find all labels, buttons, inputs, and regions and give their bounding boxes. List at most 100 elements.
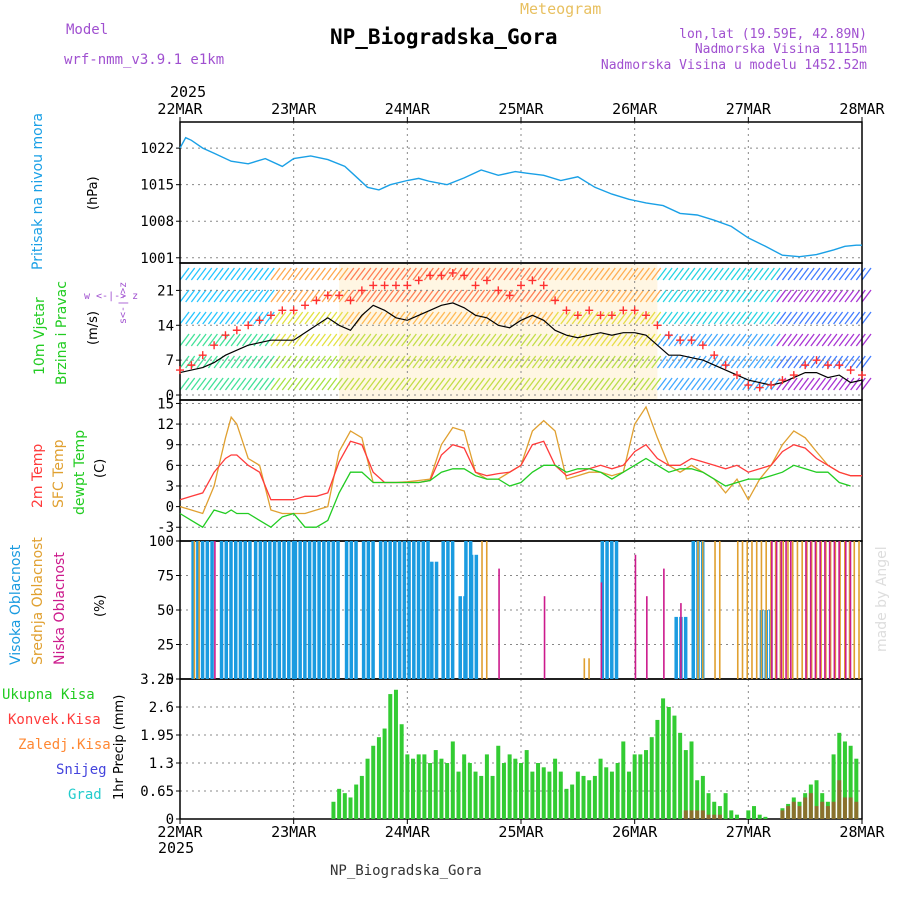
- wind-barb: [844, 333, 855, 347]
- wind-barb: [514, 333, 525, 347]
- cloud-bar-high: [412, 541, 416, 679]
- cloud-bar-high: [224, 541, 229, 679]
- wind-barb: [708, 377, 719, 391]
- cloud-bar-high: [434, 561, 439, 679]
- wind-barb: [617, 311, 628, 325]
- wind-barb: [793, 355, 804, 369]
- wind-barb: [486, 289, 497, 303]
- precip-total-bar: [496, 745, 501, 819]
- wind-barb: [406, 333, 417, 347]
- wind-barb: [418, 311, 429, 325]
- wind-barb: [793, 377, 804, 391]
- precip-total-bar: [621, 741, 626, 819]
- wind-barb: [816, 355, 827, 369]
- precip-total-bar: [462, 754, 467, 819]
- wind-barb: [264, 311, 275, 325]
- temperature-ytick-label: 9: [166, 438, 174, 454]
- wind-barb: [713, 289, 724, 303]
- precip-total-bar: [615, 763, 620, 819]
- cloud-bar-low: [809, 541, 812, 679]
- wind-barb: [781, 289, 792, 303]
- wind-barb: [486, 377, 497, 391]
- wind-barb: [452, 289, 463, 303]
- cloud-bar-high: [344, 541, 349, 679]
- precip-ytick-label: 1.95: [140, 728, 174, 744]
- precip-total-bar: [450, 741, 455, 819]
- wind-barb: [582, 289, 594, 303]
- wind-barb: [628, 289, 639, 303]
- wind-barb: [759, 355, 770, 369]
- cloud-bar-low: [634, 554, 637, 679]
- wind-barb: [367, 377, 378, 391]
- wind-barb: [725, 267, 736, 281]
- wind-barb: [469, 267, 480, 281]
- wind-barb: [321, 355, 332, 369]
- wind-barb: [844, 355, 855, 369]
- cloud-bar-low: [838, 541, 840, 679]
- wind-gust-marker: [528, 276, 537, 285]
- wind-barb: [475, 333, 486, 347]
- wind-barb: [628, 311, 639, 325]
- precip-total-bar: [365, 758, 370, 819]
- wind-barb: [850, 267, 861, 281]
- wind-barb: [361, 289, 372, 303]
- wind-barb: [798, 311, 810, 325]
- wind-barb: [327, 267, 338, 281]
- wind-barb: [440, 355, 451, 369]
- wind-barb: [259, 311, 270, 325]
- wind-barb: [304, 311, 315, 325]
- model-altitude-label: Nadmorska Visina u modelu 1452.52m: [601, 58, 867, 73]
- precip-total-bar: [604, 767, 609, 819]
- wind-barb: [588, 333, 599, 347]
- wind-barb: [463, 289, 474, 303]
- wind-barb: [798, 267, 810, 281]
- wind-barb: [600, 355, 611, 369]
- wind-barb: [185, 355, 196, 369]
- wind-barb: [332, 355, 343, 369]
- precip-convective-bar: [814, 806, 819, 819]
- wind-barb: [639, 267, 650, 281]
- wind-barb: [247, 333, 258, 347]
- wind-barb: [617, 377, 628, 391]
- cloud-bar-mid: [796, 541, 799, 679]
- wind-barb: [241, 311, 253, 325]
- pressure-ytick-label: 1008: [140, 214, 174, 230]
- cloud-bar-high: [233, 541, 238, 679]
- wind-barb: [531, 355, 542, 369]
- wind-barb: [310, 311, 321, 325]
- wind-barb: [344, 311, 355, 325]
- pressure-panel: 1022 1015 1008 1001: [140, 121, 863, 267]
- wind-barb: [503, 377, 514, 391]
- wind-barb: [651, 311, 662, 325]
- wind-barb: [224, 377, 235, 391]
- wind-barb: [793, 289, 804, 303]
- cloud-bar-high: [331, 541, 336, 679]
- wind-barb: [600, 333, 611, 347]
- wind-barb: [236, 267, 247, 281]
- wind-barb: [696, 289, 707, 303]
- wind-unit: (m/s): [86, 311, 101, 345]
- cloud-bar-high: [683, 616, 688, 679]
- wind-barb: [463, 311, 474, 325]
- wind-barb: [725, 333, 736, 347]
- wind-barb: [298, 355, 309, 369]
- wind-gust-marker: [391, 281, 400, 290]
- wind-barb: [685, 267, 696, 281]
- wind-barb: [389, 289, 400, 303]
- wind-barb: [690, 377, 702, 391]
- cloud-bar-high: [200, 541, 205, 679]
- wind-barb: [793, 333, 804, 347]
- wind-barb: [276, 377, 287, 391]
- wind-barb: [713, 311, 724, 325]
- precip-total-bar: [541, 767, 546, 819]
- wind-barb: [582, 311, 594, 325]
- wind-gust-marker: [562, 306, 571, 315]
- wind-barb: [736, 355, 747, 369]
- wind-barb: [196, 333, 207, 347]
- temperature-ytick-label: 6: [166, 458, 174, 474]
- wind-barb: [423, 289, 434, 303]
- wind-barb: [833, 311, 844, 325]
- wind-barb: [685, 311, 696, 325]
- wind-barb: [588, 267, 599, 281]
